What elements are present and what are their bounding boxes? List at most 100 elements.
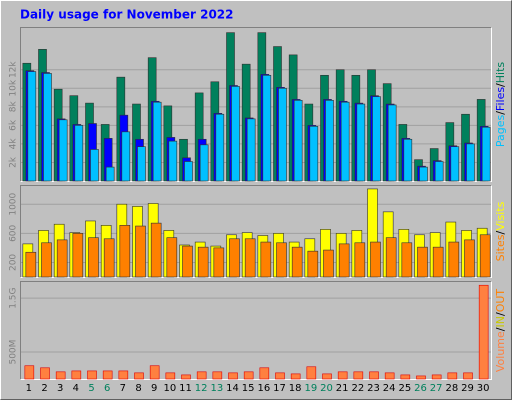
bar	[87, 370, 97, 380]
bar	[400, 374, 411, 380]
bar	[338, 243, 350, 278]
bar	[416, 375, 426, 380]
x-tick-label: 22	[351, 383, 364, 394]
bar	[105, 166, 115, 182]
bar	[322, 373, 332, 380]
bar	[450, 146, 460, 182]
bar	[152, 101, 162, 182]
bar	[71, 370, 82, 380]
bar	[262, 74, 272, 182]
x-tick-label: 14	[226, 383, 239, 394]
x-tick-label: 26	[414, 383, 427, 394]
x-tick-label: 5	[88, 383, 94, 394]
x-tick-label: 13	[210, 383, 223, 394]
bar	[417, 246, 428, 278]
y-tick-label: 6k	[9, 119, 19, 131]
panel-frame-light	[20, 281, 492, 380]
bar	[137, 146, 146, 182]
bar	[43, 73, 52, 182]
bar	[197, 246, 209, 278]
bar	[463, 372, 473, 380]
bar	[276, 242, 287, 278]
bar	[385, 237, 397, 278]
bar	[434, 161, 444, 182]
bar	[432, 246, 444, 278]
bar	[150, 222, 162, 278]
bar	[307, 250, 319, 278]
bar	[121, 131, 131, 182]
bar	[309, 125, 319, 182]
x-tick-label: 12	[195, 383, 208, 394]
legend-entry: Hits	[494, 62, 507, 84]
legend-separator: /	[494, 312, 507, 316]
legend-separator: /	[494, 111, 507, 115]
panel-frame-light	[20, 27, 492, 182]
x-tick-label: 21	[336, 383, 349, 394]
bar	[199, 144, 209, 182]
bar	[479, 234, 491, 278]
panel-frame-dark	[20, 281, 492, 380]
bar	[293, 100, 303, 182]
bar	[166, 237, 178, 278]
bar	[323, 249, 334, 278]
panel-frame-dark	[20, 185, 492, 278]
bar	[119, 225, 131, 278]
bar	[387, 104, 397, 182]
x-tick-label: 10	[163, 383, 176, 394]
x-tick-label: 8	[135, 383, 141, 394]
bar	[244, 238, 256, 278]
bar	[102, 370, 113, 380]
legend: Sites/Visits	[494, 201, 507, 261]
bar	[403, 138, 413, 182]
legend-entry: OUT	[494, 289, 507, 313]
bar	[88, 237, 99, 278]
bar	[40, 367, 50, 380]
x-tick-label: 19	[304, 383, 317, 394]
y-tick-label: 12k	[9, 61, 19, 78]
bar	[401, 242, 413, 278]
x-tick-label: 11	[179, 383, 192, 394]
bar	[464, 239, 475, 278]
bar	[259, 367, 270, 380]
x-tick-label: 1	[26, 383, 32, 394]
y-tick-label: 500M	[9, 340, 19, 365]
bar	[325, 100, 334, 182]
bar	[228, 372, 238, 380]
legend-entry: Pages	[494, 115, 507, 148]
bar	[340, 101, 350, 182]
y-tick-label: 10k	[9, 79, 19, 96]
bar	[58, 119, 68, 182]
legend-entry: Sites	[494, 234, 507, 261]
bar	[478, 284, 489, 380]
bar	[278, 87, 287, 182]
bar	[431, 374, 442, 380]
panel-frame-dark	[20, 27, 492, 182]
bar	[55, 371, 66, 380]
bar	[481, 126, 491, 182]
bar	[118, 370, 129, 380]
bar	[196, 371, 207, 380]
bar	[260, 241, 272, 278]
legend: Pages/Files/Hits	[494, 62, 507, 148]
x-tick-label: 30	[477, 383, 490, 394]
bar	[72, 233, 84, 278]
bar	[27, 71, 37, 182]
bar	[243, 371, 254, 380]
bar	[182, 245, 193, 278]
y-tick-label: 8k	[9, 101, 19, 113]
x-tick-label: 28	[445, 383, 458, 394]
y-tick-label: 600	[9, 224, 19, 241]
bar	[181, 374, 191, 380]
x-tick-label: 29	[461, 383, 474, 394]
x-tick-label: 2	[41, 383, 47, 394]
bar	[466, 143, 475, 182]
bar	[246, 118, 256, 182]
legend-entry: Files	[494, 87, 507, 111]
bar	[25, 251, 37, 278]
bar	[229, 238, 240, 278]
bar	[354, 242, 366, 278]
bar	[24, 365, 35, 380]
